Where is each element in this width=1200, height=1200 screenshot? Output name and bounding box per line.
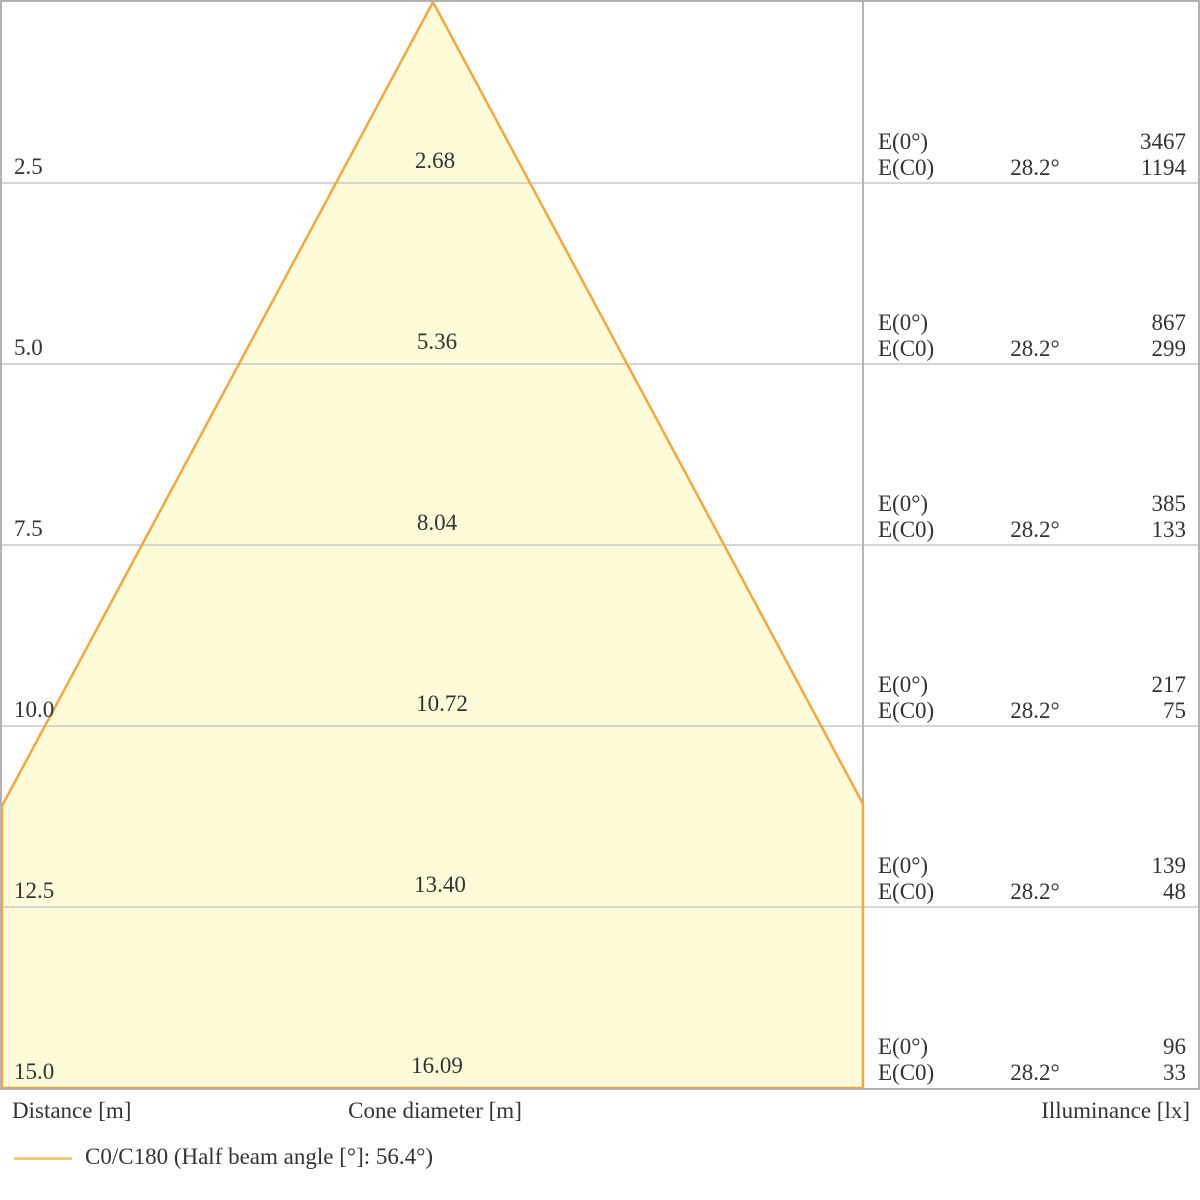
e0-value: 96 xyxy=(1163,1034,1186,1059)
cone-plot-canvas xyxy=(2,2,1198,1088)
ec0-value: 299 xyxy=(1151,336,1187,361)
distance-label: 12.5 xyxy=(14,878,55,903)
half-angle-value: 28.2° xyxy=(1010,155,1060,180)
e0-value: 385 xyxy=(1151,491,1187,516)
e0-label: E(0°) xyxy=(878,1034,929,1059)
ec0-label: E(C0) xyxy=(878,698,935,723)
illuminance-block: E(0°) 139 E(C0) 28.2° 48 xyxy=(878,853,1186,905)
distance-label: 15.0 xyxy=(14,1059,55,1084)
ec0-row: E(C0) 28.2° 299 xyxy=(878,336,1186,362)
ec0-value: 33 xyxy=(1163,1060,1186,1085)
e0-label: E(0°) xyxy=(878,672,929,697)
ec0-row: E(C0) 28.2° 133 xyxy=(878,517,1186,543)
cone-diameter-label: 8.04 xyxy=(416,510,458,535)
cone-diameter-label: 5.36 xyxy=(416,329,458,354)
e0-label: E(0°) xyxy=(878,310,929,335)
distance-label: 10.0 xyxy=(14,697,55,722)
illuminance-axis-label: Illuminance [lx] xyxy=(1041,1098,1190,1123)
e0-label: E(0°) xyxy=(878,129,929,154)
half-angle-value: 28.2° xyxy=(1010,336,1060,361)
ec0-label: E(C0) xyxy=(878,155,935,180)
half-angle-value: 28.2° xyxy=(1010,517,1060,542)
illuminance-block: E(0°) 96 E(C0) 28.2° 33 xyxy=(878,1034,1186,1086)
e0-value: 867 xyxy=(1151,310,1187,335)
e0-value: 217 xyxy=(1151,672,1187,697)
illuminance-block: E(0°) 217 E(C0) 28.2° 75 xyxy=(878,672,1186,724)
e0-value: 139 xyxy=(1151,853,1187,878)
ec0-row: E(C0) 28.2° 48 xyxy=(878,879,1186,905)
ec0-label: E(C0) xyxy=(878,336,935,361)
cone-diameter-label: 10.72 xyxy=(416,691,468,716)
e0-row: E(0°) 217 xyxy=(878,672,1186,698)
ec0-label: E(C0) xyxy=(878,879,935,904)
chart-area: 2.5 5.0 7.5 10.0 12.5 15.0 2.68 5.36 8.0… xyxy=(0,0,1200,1090)
cone-diameter-axis-label: Cone diameter [m] xyxy=(348,1098,522,1123)
illuminance-block: E(0°) 3467 E(C0) 28.2° 1194 xyxy=(878,129,1186,181)
ec0-label: E(C0) xyxy=(878,1060,935,1085)
ec0-label: E(C0) xyxy=(878,517,935,542)
ec0-value: 75 xyxy=(1163,698,1186,723)
light-cone-outline xyxy=(2,2,865,1088)
e0-row: E(0°) 96 xyxy=(878,1034,1186,1060)
e0-row: E(0°) 867 xyxy=(878,310,1186,336)
half-angle-value: 28.2° xyxy=(1010,879,1060,904)
e0-label: E(0°) xyxy=(878,491,929,516)
cone-diameter-label: 13.40 xyxy=(414,872,466,897)
illuminance-block: E(0°) 867 E(C0) 28.2° 299 xyxy=(878,310,1186,362)
legend-line-swatch xyxy=(14,1157,72,1160)
legend-label: C0/C180 (Half beam angle [°]: 56.4°) xyxy=(85,1144,433,1169)
cone-diameter-label: 2.68 xyxy=(414,148,456,173)
half-angle-value: 28.2° xyxy=(1010,1060,1060,1085)
cone-diameter-label: 16.09 xyxy=(411,1053,463,1078)
e0-row: E(0°) 3467 xyxy=(878,129,1186,155)
ec0-row: E(C0) 28.2° 75 xyxy=(878,698,1186,724)
distance-label: 5.0 xyxy=(14,335,43,360)
e0-value: 3467 xyxy=(1140,129,1186,154)
ec0-row: E(C0) 28.2° 1194 xyxy=(878,155,1186,181)
e0-label: E(0°) xyxy=(878,853,929,878)
ec0-value: 133 xyxy=(1151,517,1187,542)
ec0-row: E(C0) 28.2° 33 xyxy=(878,1060,1186,1086)
ec0-value: 48 xyxy=(1163,879,1186,904)
half-angle-value: 28.2° xyxy=(1010,698,1060,723)
distance-label: 2.5 xyxy=(14,154,43,179)
distance-label: 7.5 xyxy=(14,516,43,541)
e0-row: E(0°) 385 xyxy=(878,491,1186,517)
illuminance-block: E(0°) 385 E(C0) 28.2° 133 xyxy=(878,491,1186,543)
distance-axis-label: Distance [m] xyxy=(12,1098,132,1123)
e0-row: E(0°) 139 xyxy=(878,853,1186,879)
ec0-value: 1194 xyxy=(1140,155,1186,180)
